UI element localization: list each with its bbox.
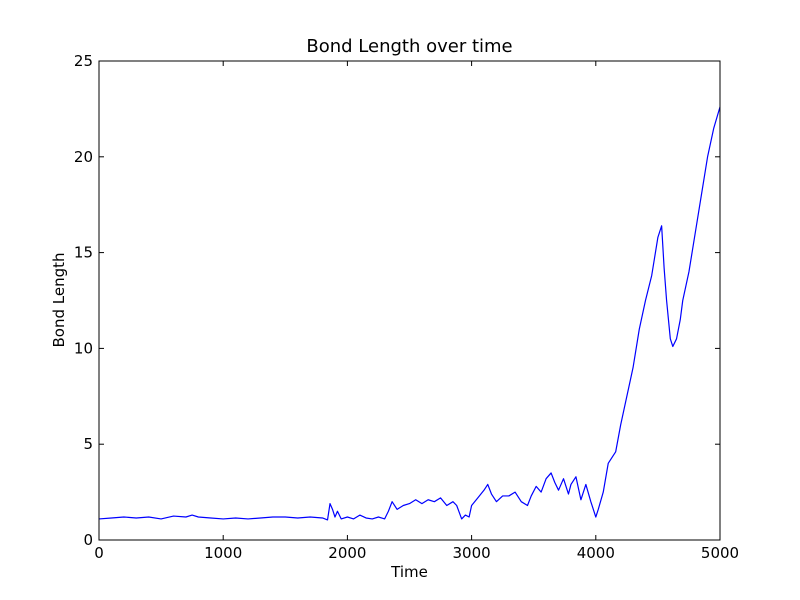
x-tick-label: 1000 xyxy=(204,544,242,562)
series-line xyxy=(98,106,721,521)
plot-background xyxy=(99,61,720,540)
y-axis-label: Bond Length xyxy=(50,252,68,347)
x-tick-label: 0 xyxy=(94,544,104,562)
x-tick-label: 3000 xyxy=(453,544,491,562)
x-tick-label: 4000 xyxy=(577,544,615,562)
y-tick-label: 15 xyxy=(74,244,93,262)
series-layer xyxy=(98,106,721,521)
x-tick-label: 2000 xyxy=(328,544,366,562)
y-tick-label: 5 xyxy=(83,435,93,453)
y-tick-label: 20 xyxy=(74,148,93,166)
plot-frame xyxy=(98,60,721,541)
y-tick-label: 0 xyxy=(83,531,93,549)
x-tick-label: 5000 xyxy=(701,544,739,562)
y-tick-label: 25 xyxy=(74,52,93,70)
chart-title: Bond Length over time xyxy=(306,36,512,57)
tick-layer: 0 1000 2000 3000 4000 5000 0 5 10 15 20 25 xyxy=(74,52,739,562)
y-tick-label: 10 xyxy=(74,339,93,357)
x-axis-label: Time xyxy=(390,563,428,581)
